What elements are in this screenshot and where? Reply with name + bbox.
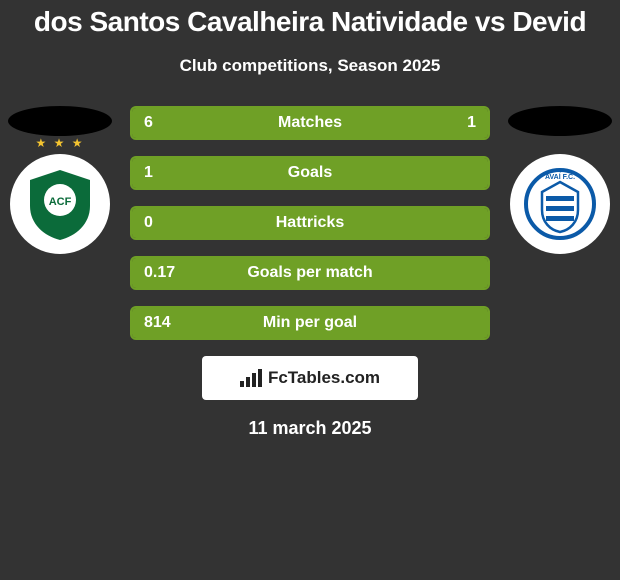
page-subtitle: Club competitions, Season 2025 bbox=[0, 56, 620, 76]
right-club-badge: AVAÍ F.C. bbox=[510, 154, 610, 254]
stat-left-value: 814 bbox=[132, 314, 236, 332]
footer-brand-badge: FcTables.com bbox=[202, 356, 418, 400]
left-badge-text: ACF bbox=[49, 196, 72, 208]
left-club-badge: ★ ★ ★ ACF bbox=[10, 154, 110, 254]
stat-row: 1Goals bbox=[130, 156, 490, 190]
page-title: dos Santos Cavalheira Natividade vs Devi… bbox=[0, 0, 620, 38]
player-silhouette-icon bbox=[8, 106, 112, 136]
date-label: 11 march 2025 bbox=[0, 418, 620, 439]
stat-row: 0.17Goals per match bbox=[130, 256, 490, 290]
bar-chart-icon bbox=[240, 369, 262, 387]
stat-label: Hattricks bbox=[236, 214, 384, 232]
player-silhouette-icon bbox=[508, 106, 612, 136]
stat-left-value: 0.17 bbox=[132, 264, 236, 282]
stat-right-value: 1 bbox=[384, 114, 488, 132]
stat-left-value: 0 bbox=[132, 214, 236, 232]
stat-row: 814Min per goal bbox=[130, 306, 490, 340]
stars-icon: ★ ★ ★ bbox=[10, 136, 110, 150]
stat-label: Goals per match bbox=[236, 264, 384, 282]
stat-left-value: 6 bbox=[132, 114, 236, 132]
stats-bars: 6Matches11Goals0Hattricks0.17Goals per m… bbox=[130, 106, 490, 340]
stat-label: Matches bbox=[236, 114, 384, 132]
shield-icon: AVAÍ F.C. bbox=[520, 164, 600, 244]
comparison-card: dos Santos Cavalheira Natividade vs Devi… bbox=[0, 0, 620, 580]
right-badge-text: AVAÍ F.C. bbox=[545, 172, 575, 181]
footer-brand-text: FcTables.com bbox=[268, 368, 380, 388]
stat-label: Min per goal bbox=[236, 314, 384, 332]
shield-icon: ACF bbox=[20, 164, 100, 244]
stat-row: 0Hattricks bbox=[130, 206, 490, 240]
stat-label: Goals bbox=[236, 164, 384, 182]
stat-row: 6Matches1 bbox=[130, 106, 490, 140]
right-club: AVAÍ F.C. bbox=[500, 106, 620, 254]
stat-left-value: 1 bbox=[132, 164, 236, 182]
content: ★ ★ ★ ACF bbox=[0, 106, 620, 439]
left-club: ★ ★ ★ ACF bbox=[0, 106, 120, 254]
